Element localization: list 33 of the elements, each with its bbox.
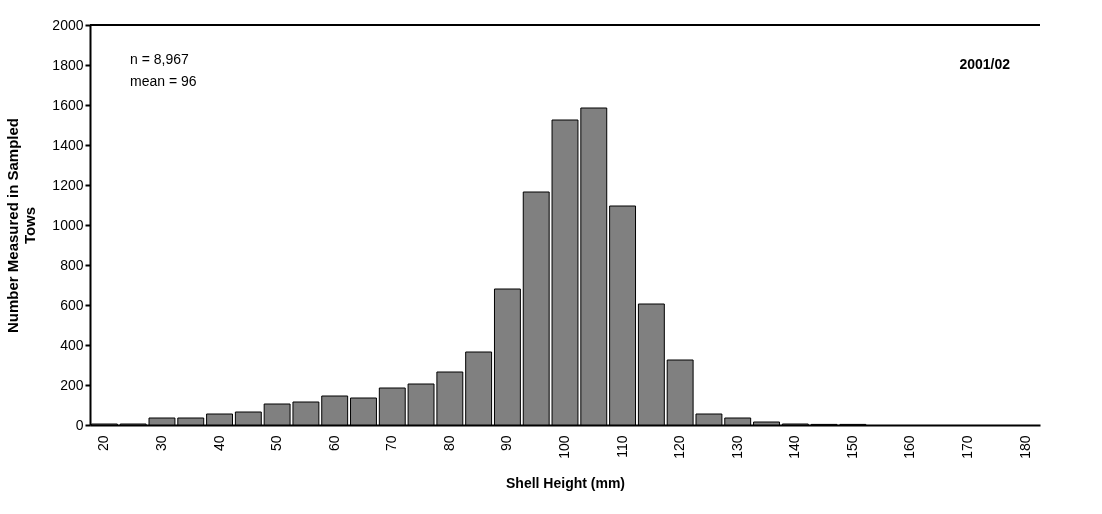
x-tick-label: 30 — [152, 435, 169, 452]
x-tick-label: 20 — [95, 435, 112, 452]
x-tick-label: 90 — [498, 435, 515, 452]
x-axis-title: Shell Height (mm) — [505, 474, 626, 491]
annotation: mean = 96 — [130, 73, 197, 89]
y-tick-label: 400 — [60, 336, 84, 353]
annotation: n = 8,967 — [130, 51, 189, 67]
x-tick-label: 70 — [383, 435, 400, 452]
x-tick-label: 180 — [1016, 435, 1033, 459]
x-tick-label: 120 — [671, 435, 688, 459]
y-tick-label: 1000 — [52, 216, 84, 233]
annotation: 2001/02 — [959, 56, 1011, 72]
y-tick-label: 800 — [60, 256, 84, 273]
y-tick-label: 200 — [60, 376, 84, 393]
y-tick-label: 1400 — [52, 136, 84, 153]
x-tick-label: 160 — [901, 435, 918, 459]
x-tick-label: 140 — [786, 435, 803, 459]
x-tick-label: 50 — [268, 435, 285, 452]
y-tick-label: 1800 — [52, 56, 84, 73]
x-tick-label: 110 — [613, 435, 630, 458]
x-tick-label: 100 — [556, 435, 572, 459]
y-tick-label: 600 — [60, 296, 84, 313]
y-tick-label: 1600 — [52, 96, 84, 113]
y-tick-label: 0 — [75, 416, 84, 433]
x-tick-label: 170 — [959, 435, 976, 459]
x-tick-label: 40 — [210, 435, 227, 452]
x-tick-label: 60 — [325, 435, 342, 452]
y-tick-label: 1200 — [52, 176, 84, 193]
x-tick-label: 150 — [843, 435, 860, 459]
y-tick-label: 2000 — [52, 16, 84, 33]
x-tick-label: 130 — [728, 435, 745, 459]
x-tick-label: 80 — [440, 435, 457, 452]
y-axis-title: Number Measured in Sampled Tows — [4, 117, 39, 334]
